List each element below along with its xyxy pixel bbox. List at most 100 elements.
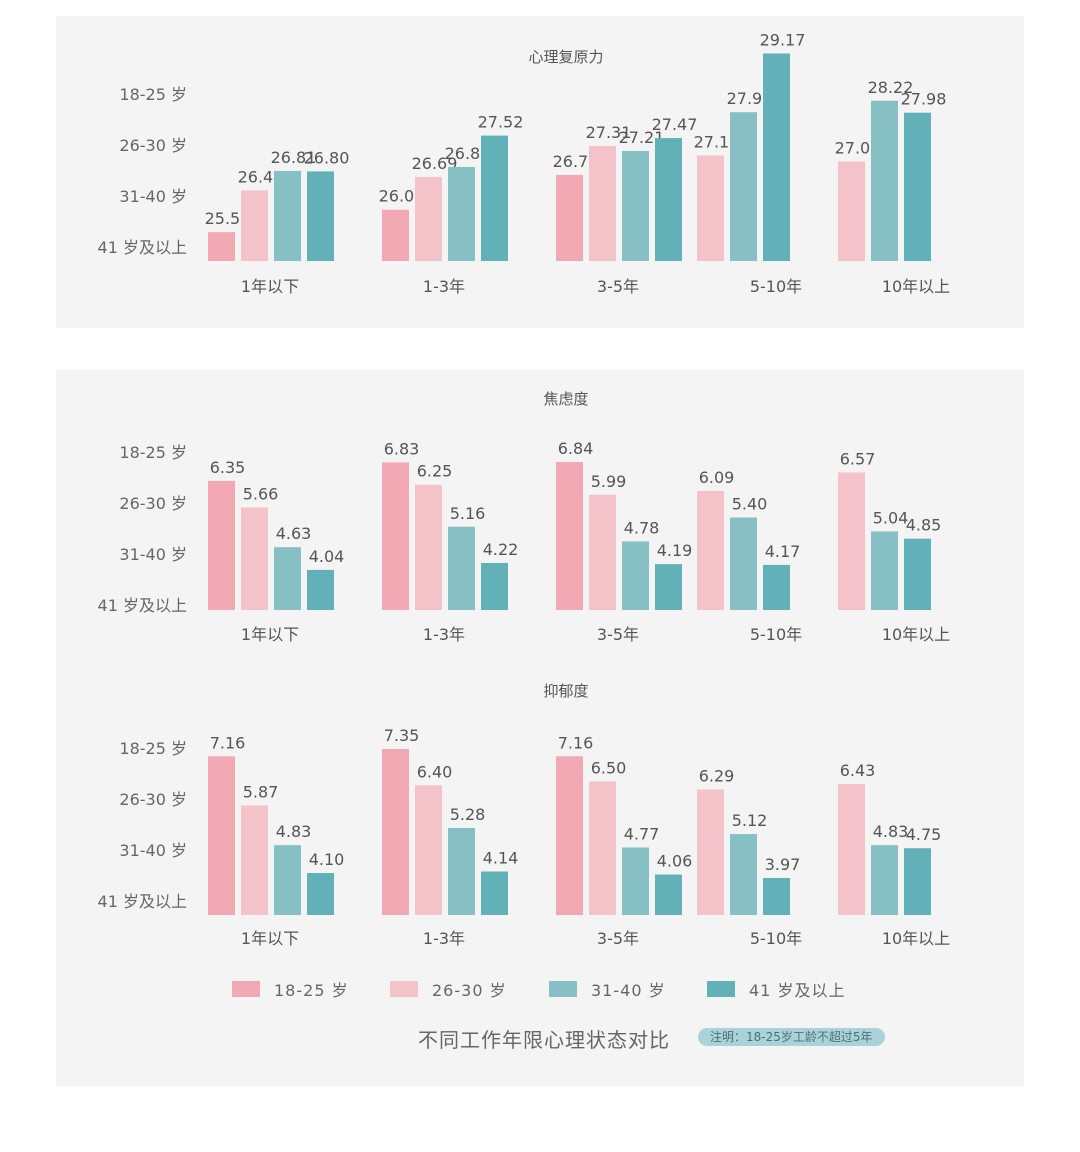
data-label: 5.87 — [243, 782, 279, 801]
bar — [415, 785, 442, 915]
legend-swatch-26-30 — [390, 981, 418, 997]
data-label: 4.22 — [483, 540, 519, 559]
bar — [589, 494, 616, 610]
bar — [763, 877, 790, 915]
chart-title: 焦虑度 — [543, 390, 588, 408]
bar — [838, 784, 865, 915]
data-label: 26.69 — [412, 154, 458, 173]
category-label: 1-3年 — [423, 625, 465, 644]
data-label: 7.16 — [558, 733, 594, 752]
data-label: 5.04 — [873, 508, 909, 527]
bar — [622, 151, 649, 261]
footer-title: 不同工作年限心理状态对比 — [418, 1028, 670, 1052]
bar — [307, 873, 334, 915]
legend-label-41-plus: 41 岁及以上 — [749, 981, 846, 1000]
bar — [589, 146, 616, 261]
data-label: 27.98 — [901, 90, 947, 109]
data-label: 27.31 — [586, 123, 632, 142]
data-label: 6.50 — [591, 758, 627, 777]
bar — [481, 135, 508, 261]
bar — [481, 871, 508, 915]
chart-title: 心理复原力 — [528, 48, 603, 66]
data-label: 4.83 — [276, 822, 312, 841]
category-label: 3-5年 — [597, 929, 639, 948]
bar — [274, 170, 301, 261]
bar — [763, 564, 790, 610]
data-label: 25.58 — [205, 209, 251, 228]
data-label: 6.83 — [384, 439, 420, 458]
data-label: 4.06 — [657, 852, 693, 871]
bar — [589, 781, 616, 915]
bar — [208, 232, 235, 261]
bar — [697, 490, 724, 610]
y-axis-label: 41 岁及以上 — [98, 892, 187, 911]
y-axis-label: 26-30 岁 — [119, 494, 187, 513]
data-label: 4.10 — [309, 850, 345, 869]
legend-item-18-25: 18-25 岁 — [232, 977, 349, 1001]
data-label: 6.25 — [417, 462, 453, 481]
legend-label-18-25: 18-25 岁 — [274, 981, 349, 1000]
legend-swatch-18-25 — [232, 981, 260, 997]
data-label: 5.28 — [450, 805, 486, 824]
category-label: 1年以下 — [241, 277, 299, 296]
data-label: 6.43 — [840, 761, 876, 780]
bar — [871, 100, 898, 262]
category-label: 3-5年 — [597, 277, 639, 296]
data-label: 3.97 — [765, 855, 801, 874]
chart-title: 抑郁度 — [543, 682, 588, 700]
data-label: 4.83 — [873, 822, 909, 841]
category-label: 10年以上 — [882, 277, 950, 296]
data-label: 27.12 — [694, 133, 740, 152]
data-label: 4.75 — [906, 825, 942, 844]
bar — [904, 848, 931, 915]
bar — [655, 138, 682, 261]
data-label: 6.57 — [840, 449, 876, 468]
legend-swatch-31-40 — [549, 981, 577, 997]
data-label: 4.14 — [483, 848, 519, 867]
category-label: 1-3年 — [423, 929, 465, 948]
data-label: 26.73 — [553, 152, 599, 171]
bar — [556, 174, 583, 261]
category-label: 10年以上 — [882, 929, 950, 948]
data-label: 26.42 — [238, 167, 284, 186]
data-label: 4.77 — [624, 824, 660, 843]
bar — [208, 756, 235, 915]
bar — [730, 112, 757, 261]
y-axis-label: 31-40 岁 — [119, 841, 187, 860]
data-label: 4.17 — [765, 542, 801, 561]
bar — [871, 531, 898, 610]
bar — [904, 112, 931, 261]
category-label: 5-10年 — [750, 625, 802, 644]
category-label: 10年以上 — [882, 625, 950, 644]
bar — [382, 462, 409, 610]
bar — [415, 176, 442, 261]
y-axis-label: 41 岁及以上 — [98, 596, 187, 615]
data-label: 27.99 — [727, 89, 773, 108]
bar — [904, 538, 931, 610]
bar — [697, 789, 724, 915]
data-label: 4.78 — [624, 518, 660, 537]
data-label: 6.84 — [558, 439, 594, 458]
bar — [448, 166, 475, 261]
legend-swatch-41-plus — [707, 981, 735, 997]
bar — [241, 805, 268, 915]
category-label: 5-10年 — [750, 277, 802, 296]
bar — [307, 171, 334, 261]
bar — [481, 562, 508, 610]
legend-label-26-30: 26-30 岁 — [432, 981, 507, 1000]
y-axis-label: 31-40 岁 — [119, 545, 187, 564]
bar — [622, 847, 649, 915]
data-label: 6.35 — [210, 458, 246, 477]
category-label: 1年以下 — [241, 929, 299, 948]
data-label: 5.66 — [243, 484, 279, 503]
category-label: 1年以下 — [241, 625, 299, 644]
bar — [556, 462, 583, 610]
bar — [697, 155, 724, 261]
bar — [241, 190, 268, 261]
bar — [208, 480, 235, 610]
y-axis-label: 31-40 岁 — [119, 187, 187, 206]
y-axis-label: 26-30 岁 — [119, 136, 187, 155]
data-label: 4.19 — [657, 541, 693, 560]
bar — [448, 526, 475, 610]
